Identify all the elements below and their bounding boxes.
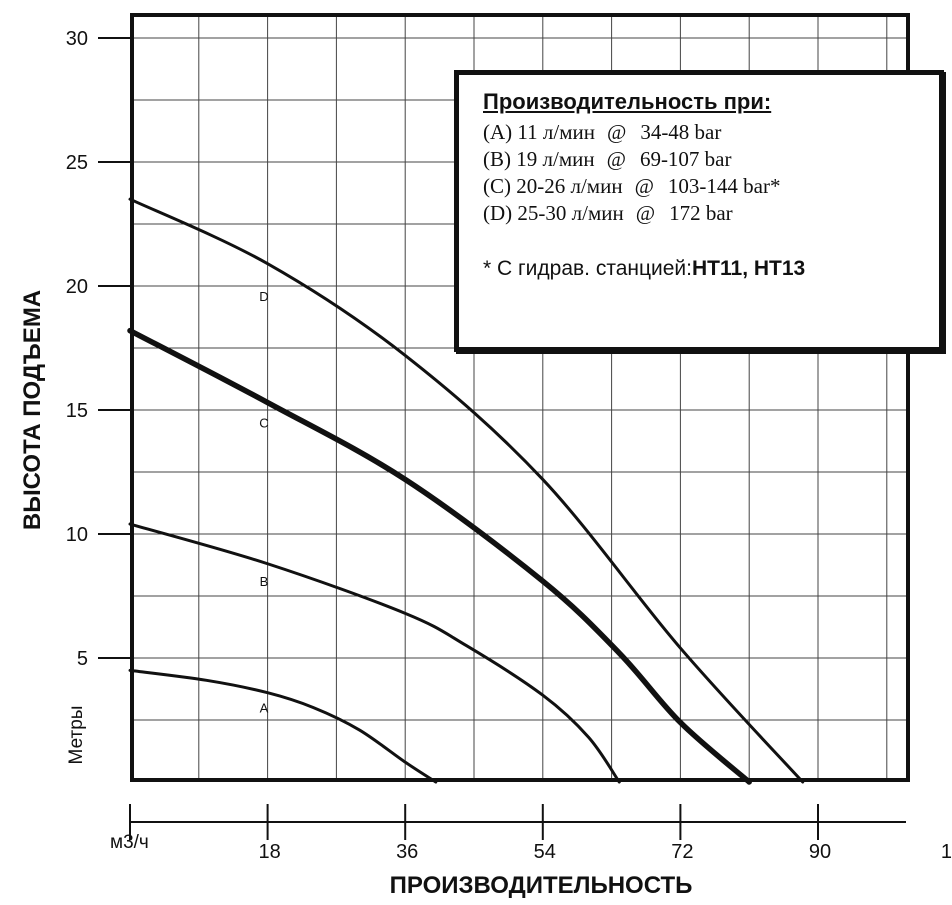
- plot-frame: [130, 13, 910, 782]
- x-tick-label: 90: [809, 841, 831, 863]
- legend-row-c: (C) 20-26 л/мин @103-144 bar*: [483, 173, 939, 200]
- legend-pressure: 172 bar: [669, 201, 733, 225]
- y-tick-label: 20: [66, 276, 88, 298]
- legend-note-models: HT11, HT13: [692, 257, 806, 280]
- x-tick-label: 108: [941, 841, 952, 863]
- y-tick-label: 15: [66, 400, 88, 422]
- legend-flow: 19 л/мин: [516, 147, 595, 171]
- legend-note: * С гидрав. станцией:HT11, HT13: [483, 257, 939, 281]
- legend-at: @: [606, 120, 627, 144]
- legend-title: Производительность при:: [483, 89, 772, 114]
- legend-note-prefix: * С гидрав. станцией:: [483, 257, 692, 280]
- x-axis-unit: м3/ч: [110, 832, 149, 853]
- legend-pressure: 69-107 bar: [639, 147, 732, 171]
- y-tick-label: 25: [66, 152, 88, 174]
- legend-pressure: 103-144 bar*: [667, 174, 781, 198]
- x-tick-label: 72: [671, 841, 693, 863]
- legend-at: @: [606, 147, 626, 171]
- curve-a: [128, 668, 438, 784]
- curve-b: [128, 522, 621, 784]
- x-tick-label: 18: [258, 841, 280, 863]
- curves: A B C D: [127, 197, 805, 785]
- legend-id: (A): [483, 120, 513, 144]
- x-tick-label: 54: [534, 841, 556, 863]
- y-tick-label: 5: [77, 648, 88, 670]
- curve-d: [128, 197, 805, 784]
- curve-label-a: A: [260, 701, 269, 716]
- x-tick-label: 36: [396, 841, 418, 863]
- curve-c: [127, 327, 752, 785]
- legend-flow: 20-26 л/мин: [516, 174, 623, 198]
- legend-row-a: (A) 11 л/мин @34-48 bar: [483, 119, 939, 146]
- legend-row-d: (D) 25-30 л/мин @172 bar: [483, 200, 939, 227]
- legend-row-b: (B) 19 л/мин @69-107 bar: [483, 146, 939, 173]
- legend-id: (C): [483, 174, 511, 198]
- legend-at: @: [634, 174, 654, 198]
- curve-label-b: B: [260, 574, 269, 589]
- legend-pressure: 34-48 bar: [640, 120, 722, 144]
- y-tick-label: 30: [66, 28, 88, 50]
- y-tick-label: 10: [66, 524, 88, 546]
- y-axis-title: ВЫСОТА ПОДЪЕМА: [19, 290, 46, 530]
- legend-id: (D): [483, 201, 513, 225]
- curve-label-d: D: [259, 289, 268, 304]
- legend-box: Производительность при: (A) 11 л/мин @34-…: [454, 70, 944, 352]
- legend-at: @: [635, 201, 656, 225]
- plot-border: [130, 13, 910, 782]
- legend-id: (B): [483, 147, 511, 171]
- y-axis-unit: Метры: [66, 706, 87, 765]
- axes: 5 10 15 20 25 30 18 36 54 72 90 108: [66, 28, 952, 863]
- legend-flow: 11 л/мин: [517, 120, 595, 144]
- curve-label-c: C: [259, 415, 268, 430]
- x-axis-title: ПРОИЗВОДИТЕЛЬНОСТЬ: [390, 872, 693, 899]
- legend-flow: 25-30 л/мин: [517, 201, 624, 225]
